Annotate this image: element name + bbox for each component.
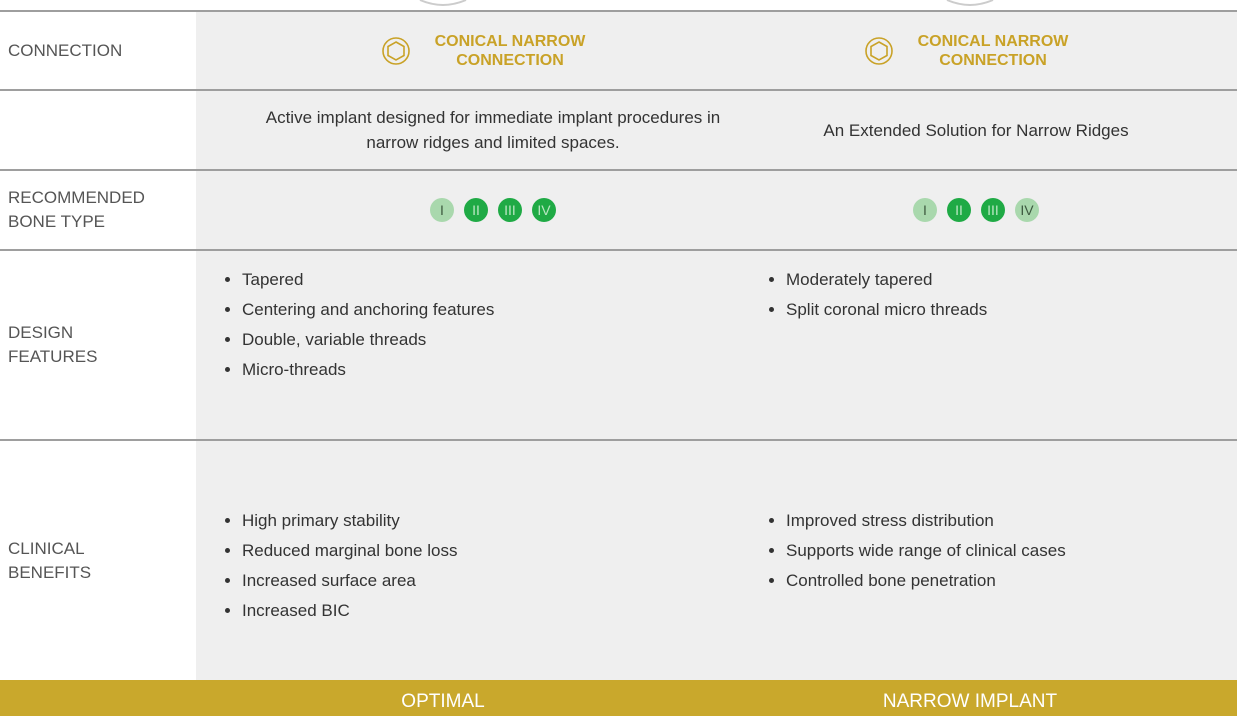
top-decor [419, 0, 994, 6]
connection-icon [382, 36, 410, 65]
design-features-cell: Moderately taperedSplit coronal micro th… [740, 265, 1237, 325]
list-item: Moderately tapered [786, 265, 1237, 295]
list-item: Double, variable threads [242, 325, 696, 355]
footer-label: OPTIMAL [401, 691, 485, 712]
bone-type-badge: III [498, 198, 522, 222]
connection-type: CONICAL NARROW CONNECTION [917, 32, 1069, 69]
list-item: Increased BIC [242, 596, 696, 626]
row-divider [0, 10, 1237, 12]
bone-type-badge: I [913, 198, 937, 222]
clinical-benefits-list: High primary stabilityReduced marginal b… [196, 506, 696, 626]
bone-type-cell: I II III IV [716, 171, 1236, 249]
row-label: CLINICAL BENEFITS [8, 538, 92, 582]
clinical-benefits-list: Improved stress distributionSupports wid… [740, 506, 1237, 596]
list-item: High primary stability [242, 506, 696, 536]
row-divider [0, 169, 1237, 171]
image-edge [946, 0, 994, 6]
list-item: Tapered [242, 265, 696, 295]
row-divider [0, 89, 1237, 91]
description-cell: Active implant designed for immediate im… [236, 91, 750, 169]
footer-bar [0, 680, 1237, 716]
bone-type-badge: II [947, 198, 971, 222]
bone-type-cell: I II III IV [236, 171, 750, 249]
bone-type-badge: IV [532, 198, 556, 222]
connection-icon [865, 36, 893, 65]
list-item: Increased surface area [242, 566, 696, 596]
row-divider [0, 249, 1237, 251]
row-label: CONNECTION [8, 40, 123, 60]
clinical-benefits-cell: High primary stabilityReduced marginal b… [196, 506, 696, 626]
table-background [196, 10, 1237, 680]
connection-cell: CONICAL NARROW CONNECTION [716, 12, 1236, 89]
design-features-list: TaperedCentering and anchoring featuresD… [196, 265, 696, 385]
list-item: Micro-threads [242, 355, 696, 385]
description: An Extended Solution for Narrow Ridges [823, 120, 1129, 140]
row-label: RECOMMENDED BONE TYPE [8, 188, 145, 231]
bone-type-badge: III [981, 198, 1005, 222]
bone-type-badge: IV [1015, 198, 1039, 222]
connection-type: CONICAL NARROW CONNECTION [434, 32, 586, 69]
description-cell: An Extended Solution for Narrow Ridges [716, 91, 1236, 169]
row-label: DESIGN FEATURES [8, 323, 98, 366]
list-item: Reduced marginal bone loss [242, 536, 696, 566]
footer-label: NARROW IMPLANT [882, 691, 1058, 712]
list-item: Supports wide range of clinical cases [786, 536, 1237, 566]
list-item: Improved stress distribution [786, 506, 1237, 536]
description: Active implant designed for immediate im… [265, 108, 721, 152]
clinical-benefits-cell: Improved stress distributionSupports wid… [740, 506, 1237, 596]
connection-cell: CONICAL NARROW CONNECTION [236, 12, 750, 89]
list-item: Split coronal micro threads [786, 295, 1237, 325]
bone-type-badge: II [464, 198, 488, 222]
image-edge [419, 0, 467, 6]
design-features-cell: TaperedCentering and anchoring featuresD… [196, 265, 696, 385]
bone-type-badge: I [430, 198, 454, 222]
list-item: Centering and anchoring features [242, 295, 696, 325]
design-features-list: Moderately taperedSplit coronal micro th… [740, 265, 1237, 325]
row-divider [0, 439, 1237, 441]
list-item: Controlled bone penetration [786, 566, 1237, 596]
